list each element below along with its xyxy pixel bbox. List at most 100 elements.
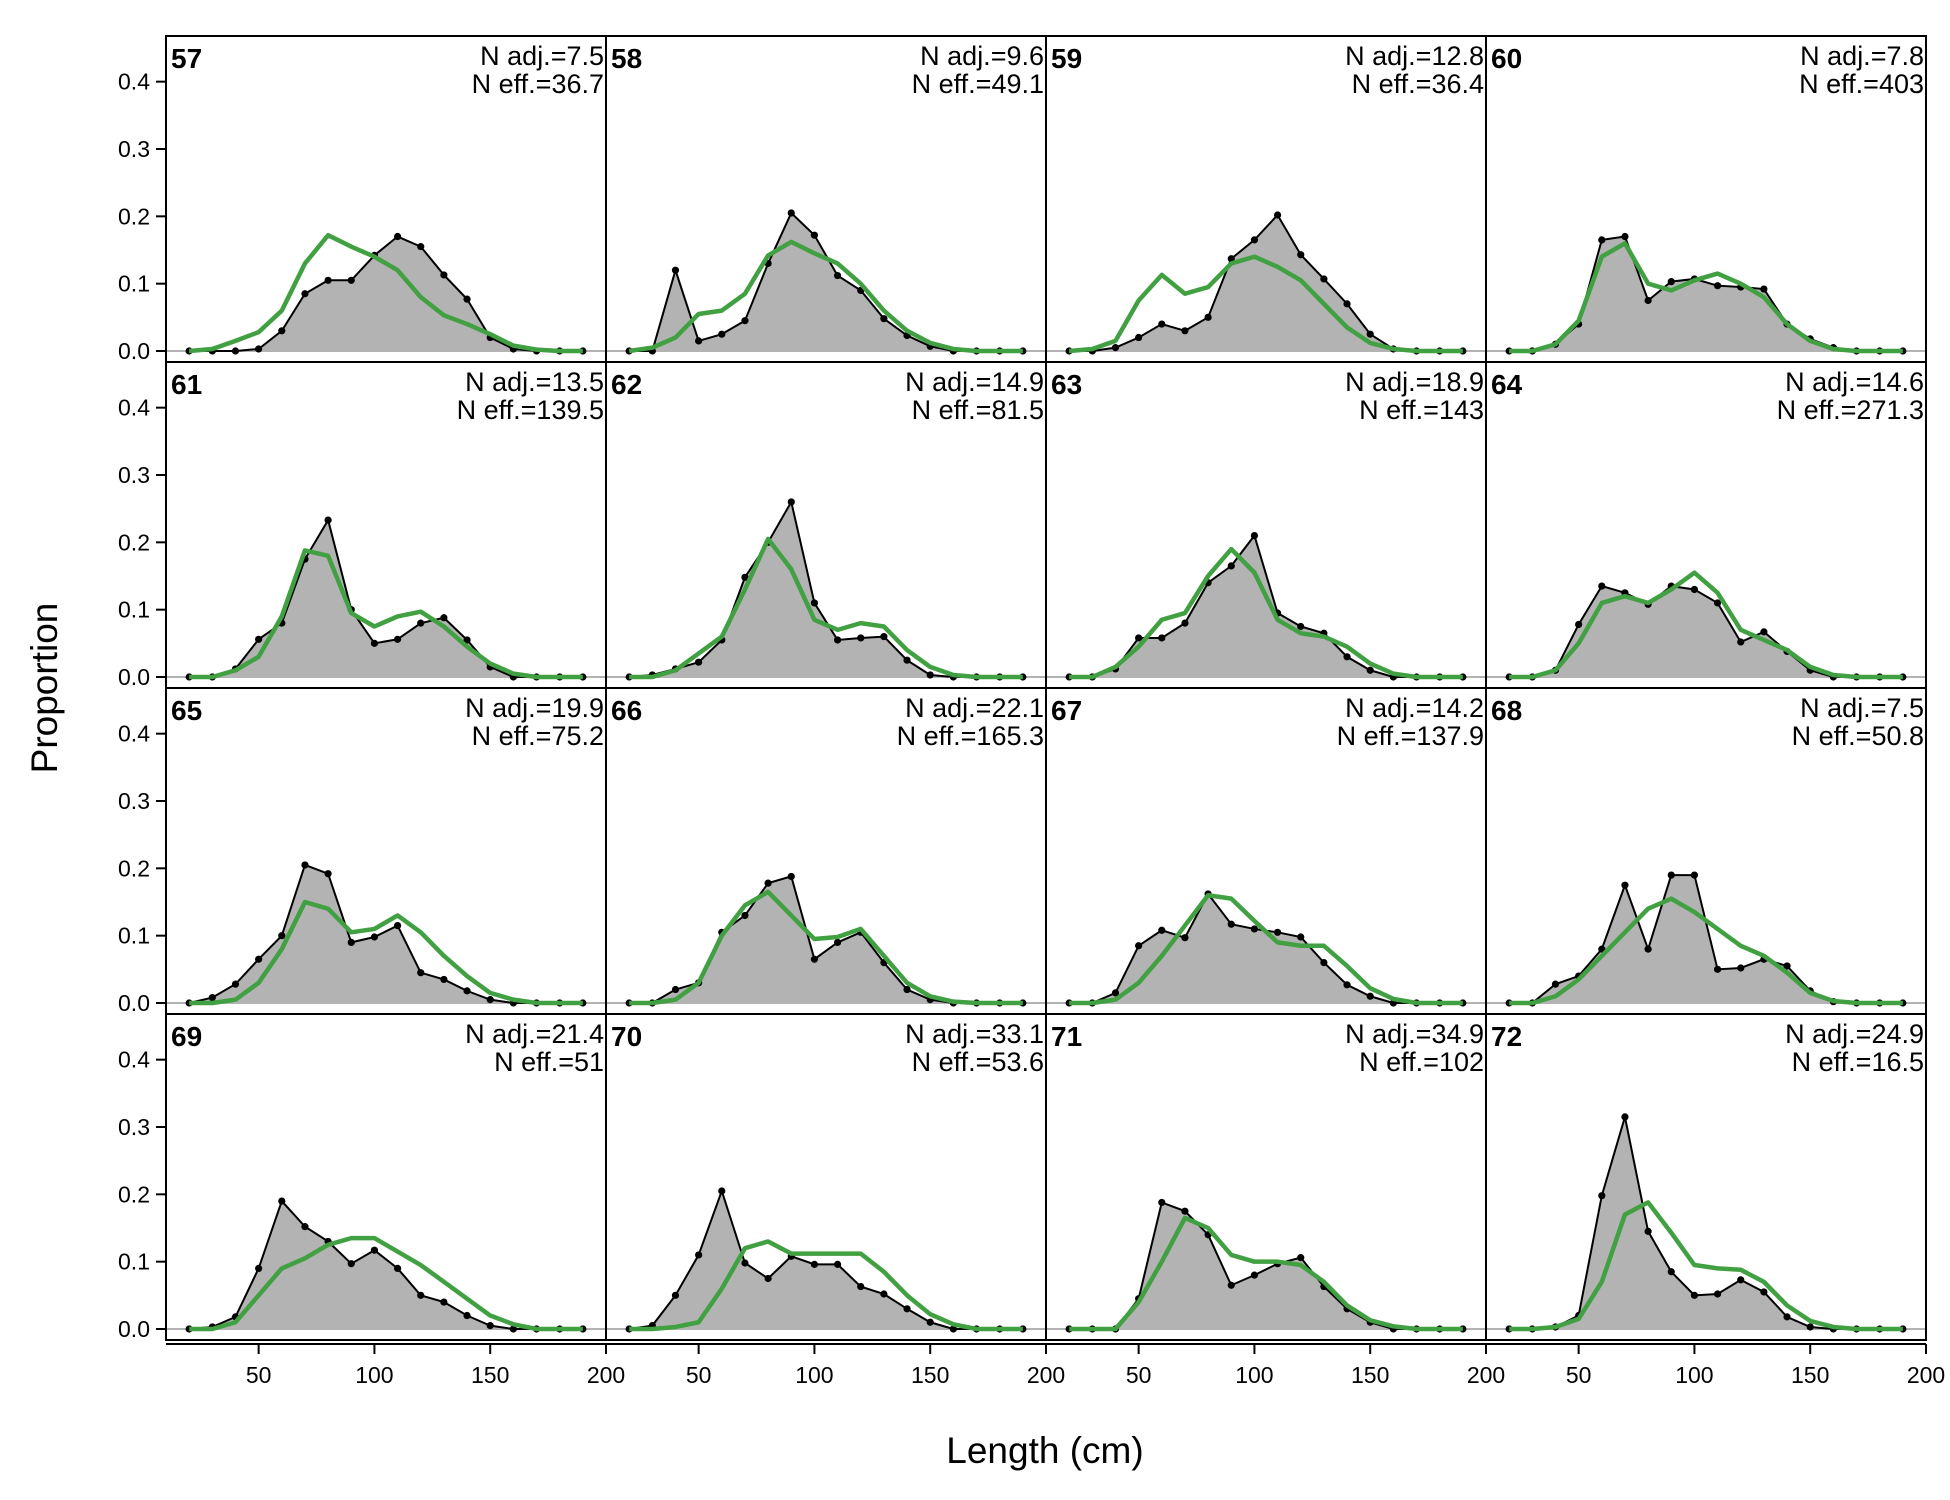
observed-point bbox=[787, 872, 795, 881]
observed-point bbox=[1598, 582, 1606, 590]
observed-point bbox=[509, 1325, 517, 1333]
observed-point bbox=[1250, 925, 1259, 933]
panel-72: 72 N adj.=24.9N eff.=16.5 bbox=[1486, 1019, 1926, 1333]
observed-point bbox=[370, 933, 379, 941]
n-eff-label: N eff.=53.6 bbox=[912, 1047, 1044, 1077]
observed-point bbox=[695, 658, 703, 666]
observed-point bbox=[440, 614, 448, 622]
plot-frame bbox=[165, 35, 1927, 1341]
n-eff-label: N eff.=271.3 bbox=[1777, 395, 1924, 425]
observed-point bbox=[926, 1318, 934, 1326]
expected-line bbox=[1069, 1215, 1463, 1332]
observed-point bbox=[1227, 1281, 1235, 1289]
observed-point bbox=[903, 985, 911, 994]
observed-point bbox=[903, 656, 911, 664]
panel-label: 69 bbox=[171, 1021, 202, 1052]
panel-label: 64 bbox=[1491, 369, 1523, 400]
x-tick-label: 100 bbox=[355, 1362, 393, 1388]
observed-point bbox=[255, 1264, 263, 1272]
panel-58: 58 N adj.=9.6N eff.=49.1 bbox=[606, 41, 1046, 355]
observed-point bbox=[1158, 634, 1166, 642]
observed-point bbox=[1644, 945, 1652, 953]
expected-line bbox=[1509, 896, 1903, 1006]
y-tick-label: 0.3 bbox=[118, 462, 150, 488]
x-tick-label: 50 bbox=[246, 1362, 272, 1388]
x-tick-label: 150 bbox=[1351, 1362, 1389, 1388]
panel-label: 60 bbox=[1491, 43, 1522, 74]
panel-62: 62 N adj.=14.9N eff.=81.5 bbox=[606, 367, 1046, 681]
y-tick-label: 0.1 bbox=[118, 271, 150, 297]
observed-point bbox=[278, 327, 286, 335]
observed-point bbox=[301, 861, 309, 869]
observed-point bbox=[463, 987, 471, 995]
observed-point bbox=[1250, 236, 1259, 244]
y-tick-label: 0.2 bbox=[118, 855, 150, 881]
panel-69: 69 N adj.=21.4N eff.=51 bbox=[166, 1019, 606, 1333]
x-tick-label: 100 bbox=[1675, 1362, 1713, 1388]
expected-line bbox=[1509, 1200, 1903, 1332]
n-eff-label: N eff.=50.8 bbox=[1792, 721, 1924, 751]
panel-label: 58 bbox=[611, 43, 642, 74]
observed-point bbox=[417, 619, 425, 627]
observed-point bbox=[1181, 327, 1189, 335]
observed-point bbox=[1760, 1288, 1768, 1296]
x-tick-label: 200 bbox=[1027, 1362, 1065, 1388]
y-tick-label: 0.3 bbox=[118, 1114, 150, 1140]
observed-point bbox=[347, 1260, 355, 1268]
y-tick-label: 0.3 bbox=[118, 136, 150, 162]
panel-61: 61 N adj.=13.5N eff.=139.5 bbox=[166, 367, 606, 681]
observed-area bbox=[629, 212, 1023, 351]
observed-point bbox=[1158, 926, 1166, 934]
panel-label: 59 bbox=[1051, 43, 1082, 74]
observed-point bbox=[370, 1246, 379, 1254]
observed-point bbox=[1783, 962, 1791, 970]
observed-point bbox=[1181, 1207, 1189, 1215]
y-tick-label: 0.0 bbox=[118, 338, 150, 364]
panel-label: 70 bbox=[611, 1021, 642, 1052]
observed-point bbox=[1667, 871, 1675, 879]
observed-point bbox=[787, 498, 795, 506]
n-adj-label: N adj.=33.1 bbox=[905, 1019, 1044, 1049]
observed-point bbox=[1783, 1313, 1791, 1321]
n-adj-label: N adj.=19.9 bbox=[465, 693, 604, 723]
expected-line bbox=[1509, 570, 1903, 680]
observed-point bbox=[208, 994, 216, 1002]
observed-point bbox=[671, 985, 680, 994]
n-adj-label: N adj.=13.5 bbox=[465, 367, 604, 397]
observed-point bbox=[1181, 934, 1189, 942]
n-adj-label: N adj.=14.6 bbox=[1785, 367, 1924, 397]
observed-point bbox=[255, 955, 263, 963]
x-tick-label: 50 bbox=[1126, 1362, 1152, 1388]
observed-area bbox=[189, 864, 583, 1003]
observed-point bbox=[1366, 330, 1374, 338]
observed-point bbox=[1343, 981, 1351, 989]
observed-point bbox=[1343, 300, 1351, 308]
y-tick-label: 0.2 bbox=[118, 203, 150, 229]
observed-point bbox=[1227, 255, 1235, 263]
observed-point bbox=[810, 955, 819, 963]
observed-point bbox=[393, 921, 402, 930]
y-tick-label: 0.4 bbox=[118, 69, 150, 95]
panel-63: 63 N adj.=18.9N eff.=143 bbox=[1046, 367, 1486, 681]
n-eff-label: N eff.=49.1 bbox=[912, 69, 1044, 99]
observed-point bbox=[880, 315, 888, 323]
panel-label: 67 bbox=[1051, 695, 1082, 726]
observed-point bbox=[440, 271, 448, 279]
observed-point bbox=[1621, 232, 1629, 241]
panel-label: 62 bbox=[611, 369, 642, 400]
observed-point bbox=[1621, 881, 1629, 889]
observed-point bbox=[324, 516, 332, 524]
y-tick-label: 0.1 bbox=[118, 1249, 150, 1275]
y-tick-label: 0.3 bbox=[118, 788, 150, 814]
observed-point bbox=[440, 1298, 448, 1306]
n-adj-label: N adj.=7.5 bbox=[1800, 693, 1924, 723]
observed-point bbox=[1250, 1271, 1259, 1279]
n-eff-label: N eff.=81.5 bbox=[912, 395, 1044, 425]
observed-point bbox=[417, 1291, 425, 1299]
panel-68: 68 N adj.=7.5N eff.=50.8 bbox=[1486, 693, 1926, 1007]
observed-point bbox=[463, 295, 471, 303]
observed-point bbox=[1690, 1291, 1699, 1299]
observed-point bbox=[1644, 296, 1652, 305]
observed-point bbox=[903, 1305, 911, 1313]
expected-line bbox=[189, 1235, 583, 1332]
